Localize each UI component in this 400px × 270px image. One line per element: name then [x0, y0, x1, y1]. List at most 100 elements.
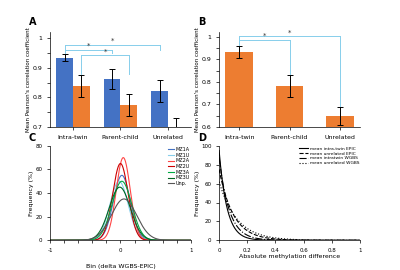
- mean unrelated WGBS: [293, 238, 298, 241]
- Line: mean intra-twin EPIC: mean intra-twin EPIC: [219, 151, 360, 240]
- Bar: [326, 116, 354, 262]
- Text: *: *: [103, 49, 107, 55]
- MZ2A: [144, 238, 149, 242]
- MZ1A: [110, 205, 114, 209]
- mean intra-twin EPIC: [300, 239, 305, 242]
- mean intra-twin EPIC: [332, 239, 337, 242]
- Line: MZ2A: MZ2A: [50, 158, 191, 240]
- Y-axis label: Mean Pearson's correlation coefficient: Mean Pearson's correlation coefficient: [26, 27, 31, 132]
- MZ3A: [160, 239, 165, 242]
- Text: *: *: [110, 38, 114, 44]
- MZ2A: [158, 239, 162, 242]
- MZ3A: [110, 202, 114, 206]
- MZ3A: [104, 220, 109, 223]
- MZ3A: [188, 239, 193, 242]
- mean intratwin WGBS: [284, 239, 288, 242]
- mean intratwin WGBS: [284, 239, 289, 242]
- MZ2U: [48, 239, 52, 242]
- X-axis label: Absolute methylation difference: Absolute methylation difference: [239, 254, 340, 259]
- MZ1A: [104, 225, 109, 228]
- mean intratwin WGBS: [358, 239, 362, 242]
- MZ1A: [158, 239, 162, 242]
- Bar: [73, 86, 90, 270]
- Bar: [104, 79, 120, 270]
- MZ2A: [160, 239, 165, 242]
- mean intratwin WGBS: [354, 239, 359, 242]
- Bar: [276, 86, 303, 262]
- MZ2U: [188, 239, 193, 242]
- Line: MZ3A: MZ3A: [50, 181, 191, 240]
- MZ1U: [48, 239, 52, 242]
- MZ1A: [188, 239, 193, 242]
- MZ1A: [160, 239, 165, 242]
- MZ1U: [62, 239, 67, 242]
- Text: *: *: [288, 29, 291, 36]
- MZ1U: [144, 238, 149, 241]
- X-axis label: Bin (delta WGBS-EPIC): Bin (delta WGBS-EPIC): [86, 264, 155, 269]
- Unp.: [62, 239, 67, 242]
- MZ2U: [62, 239, 67, 242]
- Line: MZ2U: MZ2U: [50, 164, 191, 240]
- Unp.: [188, 239, 193, 242]
- MZ2A: [48, 239, 52, 242]
- Unp.: [48, 239, 52, 242]
- mean intra-twin EPIC: [284, 239, 288, 242]
- mean unrelated WGBS: [354, 239, 359, 242]
- Text: C: C: [29, 133, 36, 143]
- Text: B: B: [198, 17, 205, 27]
- Line: MZ3U: MZ3U: [50, 187, 191, 240]
- Bar: [168, 128, 184, 270]
- MZ2A: [188, 239, 193, 242]
- mean unrelated EPIC: [284, 238, 289, 241]
- MZ3U: [188, 239, 193, 242]
- Text: *: *: [263, 33, 266, 39]
- Bar: [226, 52, 253, 262]
- Unp.: [144, 231, 149, 234]
- MZ3A: [48, 239, 52, 242]
- MZ3U: [118, 185, 122, 189]
- Line: mean unrelated WGBS: mean unrelated WGBS: [219, 182, 360, 240]
- MZ2A: [104, 233, 109, 236]
- Y-axis label: Mean Pearson's correlation coefficient: Mean Pearson's correlation coefficient: [195, 27, 200, 132]
- Text: D: D: [198, 133, 206, 143]
- Bar: [151, 91, 168, 270]
- mean unrelated EPIC: [332, 239, 337, 242]
- MZ3A: [62, 239, 67, 242]
- MZ1U: [160, 239, 165, 242]
- Line: MZ1A: MZ1A: [50, 175, 191, 240]
- MZ1A: [119, 174, 124, 177]
- mean unrelated EPIC: [217, 168, 222, 171]
- MZ2A: [121, 156, 126, 159]
- MZ3A: [119, 180, 124, 183]
- mean intra-twin EPIC: [293, 239, 298, 242]
- MZ2A: [62, 239, 67, 242]
- mean unrelated EPIC: [354, 239, 359, 242]
- Legend: mean intra-twin EPIC, mean unrelated EPIC, mean intratwin WGBS, mean unrelated W: mean intra-twin EPIC, mean unrelated EPI…: [299, 146, 360, 166]
- MZ1A: [144, 238, 149, 241]
- Y-axis label: Frequency (%): Frequency (%): [194, 170, 200, 216]
- MZ3U: [144, 237, 149, 240]
- Line: mean intratwin WGBS: mean intratwin WGBS: [219, 157, 360, 240]
- mean unrelated WGBS: [284, 237, 288, 241]
- mean intra-twin EPIC: [217, 149, 222, 152]
- mean unrelated WGBS: [284, 237, 289, 241]
- MZ2U: [110, 196, 114, 199]
- mean intra-twin EPIC: [284, 239, 289, 242]
- Unp.: [110, 212, 114, 215]
- Line: Unp.: Unp.: [50, 199, 191, 240]
- MZ3U: [158, 239, 162, 242]
- MZ1U: [158, 239, 162, 242]
- MZ3U: [160, 239, 165, 242]
- MZ1U: [110, 194, 114, 198]
- MZ3U: [104, 213, 109, 216]
- MZ3U: [48, 239, 52, 242]
- mean intratwin WGBS: [217, 156, 222, 159]
- MZ2U: [118, 162, 123, 165]
- mean unrelated WGBS: [358, 239, 362, 242]
- MZ3A: [158, 239, 162, 242]
- mean intratwin WGBS: [300, 239, 305, 242]
- MZ1U: [104, 214, 109, 217]
- mean unrelated EPIC: [284, 238, 288, 241]
- mean unrelated EPIC: [358, 239, 362, 242]
- Unp.: [104, 222, 109, 225]
